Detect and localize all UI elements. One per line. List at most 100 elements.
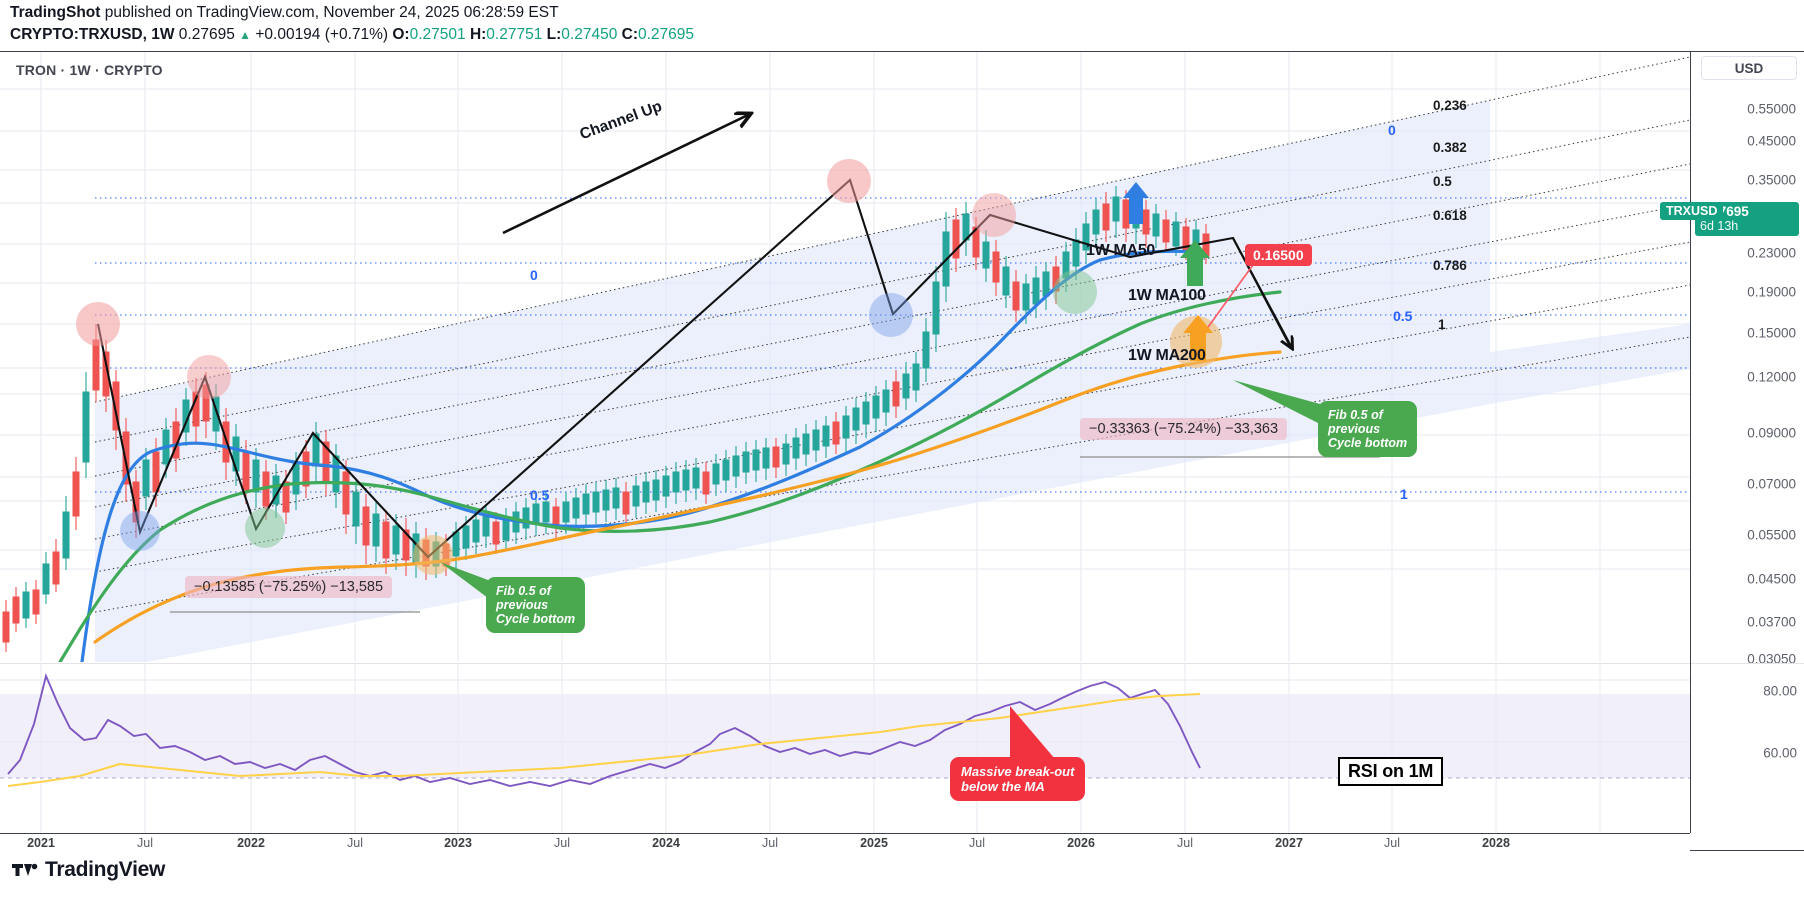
cycle-bottom-bubble-4 bbox=[869, 293, 913, 337]
ma50-arrow-icon bbox=[1123, 182, 1149, 224]
fib-anchor-upper-zero: 0 bbox=[1388, 122, 1396, 138]
price-tick-1: 0.45000 bbox=[1747, 133, 1796, 149]
quote-line: CRYPTO:TRXUSD, 1W 0.27695 ▲ +0.00194 (+0… bbox=[10, 26, 694, 44]
ma-arrow-icons bbox=[1123, 182, 1213, 361]
fib-label-0382: 0.382 bbox=[1433, 140, 1467, 155]
price-pane[interactable]: TRON · 1W · CRYPTO Channel Up 1W MA50 1W… bbox=[0, 52, 1690, 662]
close-label: C: bbox=[621, 26, 638, 43]
fib-label-0618: 0.618 bbox=[1433, 208, 1467, 223]
fib-label-0236: 0.236 bbox=[1433, 98, 1467, 113]
cycle-bottom-bubble-2 bbox=[245, 508, 285, 548]
time-tick-jul-2026: Jul bbox=[1177, 836, 1193, 850]
rsi-axis: 80.00 60.00 bbox=[1691, 663, 1804, 833]
fib-label-0786: 0.786 bbox=[1433, 258, 1467, 273]
cycle-bottom-bubble-1 bbox=[120, 511, 160, 551]
fib-callout-right-line1: Fib 0.5 of bbox=[1328, 408, 1383, 422]
price-tick-2: 0.35000 bbox=[1747, 172, 1796, 188]
time-axis[interactable]: 2021 Jul 2022 Jul 2023 Jul 2024 Jul 2025… bbox=[0, 833, 1690, 852]
fib-callout-left-line2: previous bbox=[496, 598, 549, 612]
cycle-zigzag-arrow bbox=[1232, 237, 1292, 348]
measure-upper-label: −0.33363 (−75.24%) −33,363 bbox=[1080, 418, 1288, 440]
fib-callout-left-line3: Cycle bottom bbox=[496, 612, 576, 626]
rsi-line bbox=[7, 673, 1201, 787]
time-tick-2028: 2028 bbox=[1482, 836, 1510, 850]
ma200-arrow-icon bbox=[1183, 315, 1213, 361]
price-tick-6: 0.15000 bbox=[1747, 325, 1796, 341]
fib-callout-left: Fib 0.5 of previous Cycle bottom bbox=[486, 577, 586, 633]
published-date: November 24, 2025 06:28:59 EST bbox=[323, 4, 559, 21]
time-tick-jul-2022: Jul bbox=[347, 836, 363, 850]
cycle-bottom-bubble-5 bbox=[1053, 270, 1097, 314]
price-tick-7: 0.12000 bbox=[1747, 369, 1796, 385]
ma50-label: 1W MA50 bbox=[1086, 242, 1156, 259]
time-tick-jul-2023: Jul bbox=[554, 836, 570, 850]
rsi-plot bbox=[0, 664, 1690, 833]
open-value: 0.27501 bbox=[409, 26, 466, 43]
tradingview-logo-icon bbox=[12, 863, 38, 876]
tradingview-footer: TradingView bbox=[12, 858, 165, 882]
author-name: TradingShot bbox=[10, 4, 101, 21]
price-plot bbox=[0, 52, 1690, 662]
cycle-zigzag bbox=[96, 178, 1291, 559]
target-price-badge: 0.16500 bbox=[1245, 244, 1312, 266]
symbol-label: CRYPTO:TRXUSD, 1W bbox=[10, 26, 175, 43]
close-value: 0.27695 bbox=[637, 26, 695, 43]
time-tick-jul-2027: Jul bbox=[1384, 836, 1400, 850]
time-tick-jul-2024: Jul bbox=[762, 836, 778, 850]
ma100-arrow-icon bbox=[1180, 240, 1210, 286]
ma100-line bbox=[58, 290, 1282, 662]
chart-legend: TRON · 1W · CRYPTO bbox=[16, 62, 163, 78]
last-price: 0.27695 bbox=[178, 26, 235, 43]
rsi-callout-pointer bbox=[1010, 706, 1055, 759]
price-tick-9: 0.07000 bbox=[1747, 476, 1796, 492]
cycle-top-bubble-4 bbox=[972, 193, 1016, 237]
time-tick-2022: 2022 bbox=[237, 836, 265, 850]
rsi-title-box: RSI on 1M bbox=[1338, 757, 1444, 786]
time-tick-jul-2021: Jul bbox=[137, 836, 153, 850]
bar-countdown: 6d 13h bbox=[1700, 219, 1739, 233]
cycle-top-bubble-3 bbox=[827, 159, 871, 203]
fib-anchor-lines bbox=[95, 197, 1690, 493]
time-tick-2025: 2025 bbox=[860, 836, 888, 850]
time-tick-jul-2025: Jul bbox=[969, 836, 985, 850]
fib-anchor-right-one: 1 bbox=[1400, 486, 1408, 502]
price-axis[interactable]: USD 0.55000 0.45000 0.35000 0.29000 0.23… bbox=[1690, 52, 1804, 833]
cycle-bottom-bubble-3 bbox=[413, 535, 453, 575]
symbol-price-tag: TRXUSD bbox=[1660, 202, 1724, 220]
channel-up-arrow bbox=[502, 114, 750, 235]
cycle-top-bubble-2 bbox=[187, 355, 231, 399]
rsi-ma-line bbox=[7, 692, 1201, 788]
ma50-line bbox=[80, 249, 1202, 662]
fib-callout-left-pointer bbox=[440, 562, 488, 598]
tradingview-brand: TradingView bbox=[45, 858, 166, 881]
open-label: O: bbox=[392, 26, 410, 43]
price-tick-0: 0.55000 bbox=[1747, 101, 1796, 117]
chart-frame[interactable]: TRON · 1W · CRYPTO Channel Up 1W MA50 1W… bbox=[0, 51, 1804, 852]
fib-callout-right: Fib 0.5 of previous Cycle bottom bbox=[1318, 401, 1418, 457]
fib-callout-right-line3: Cycle bottom bbox=[1328, 436, 1408, 450]
price-tick-11: 0.04500 bbox=[1747, 571, 1796, 587]
rsi-callout: Massive break-out below the MA bbox=[950, 757, 1086, 801]
price-tick-4: 0.23000 bbox=[1747, 245, 1796, 261]
time-tick-2024: 2024 bbox=[652, 836, 680, 850]
price-tick-5: 0.19000 bbox=[1747, 284, 1796, 300]
rsi-pane[interactable]: Massive break-out below the MA RSI on 1M bbox=[0, 663, 1690, 833]
fib-anchor-left-zero: 0 bbox=[530, 267, 538, 283]
time-tick-2023: 2023 bbox=[444, 836, 472, 850]
cycle-top-bubble-1 bbox=[76, 302, 120, 346]
ma200-label: 1W MA200 bbox=[1128, 347, 1206, 364]
time-tick-2027: 2027 bbox=[1275, 836, 1303, 850]
high-label: H: bbox=[469, 26, 487, 43]
ma100-label: 1W MA100 bbox=[1128, 287, 1206, 304]
fib-anchor-left-half: 0.5 bbox=[530, 487, 550, 503]
price-tick-8: 0.09000 bbox=[1747, 425, 1796, 441]
rsi-tick-80: 80.00 bbox=[1763, 683, 1797, 699]
fib-callout-left-line1: Fib 0.5 of bbox=[496, 584, 551, 598]
measure-lower-label: −0.13585 (−75.25%) −13,585 bbox=[185, 576, 393, 598]
fib-label-05: 0.5 bbox=[1433, 174, 1452, 189]
currency-unit: USD bbox=[1701, 56, 1797, 80]
rsi-callout-line1: Massive break-out bbox=[961, 764, 1075, 779]
fib-anchor-upper-half: 0.5 bbox=[1393, 308, 1413, 324]
price-tick-13: 0.03050 bbox=[1747, 651, 1796, 667]
fib-callout-right-line2: previous bbox=[1328, 422, 1381, 436]
